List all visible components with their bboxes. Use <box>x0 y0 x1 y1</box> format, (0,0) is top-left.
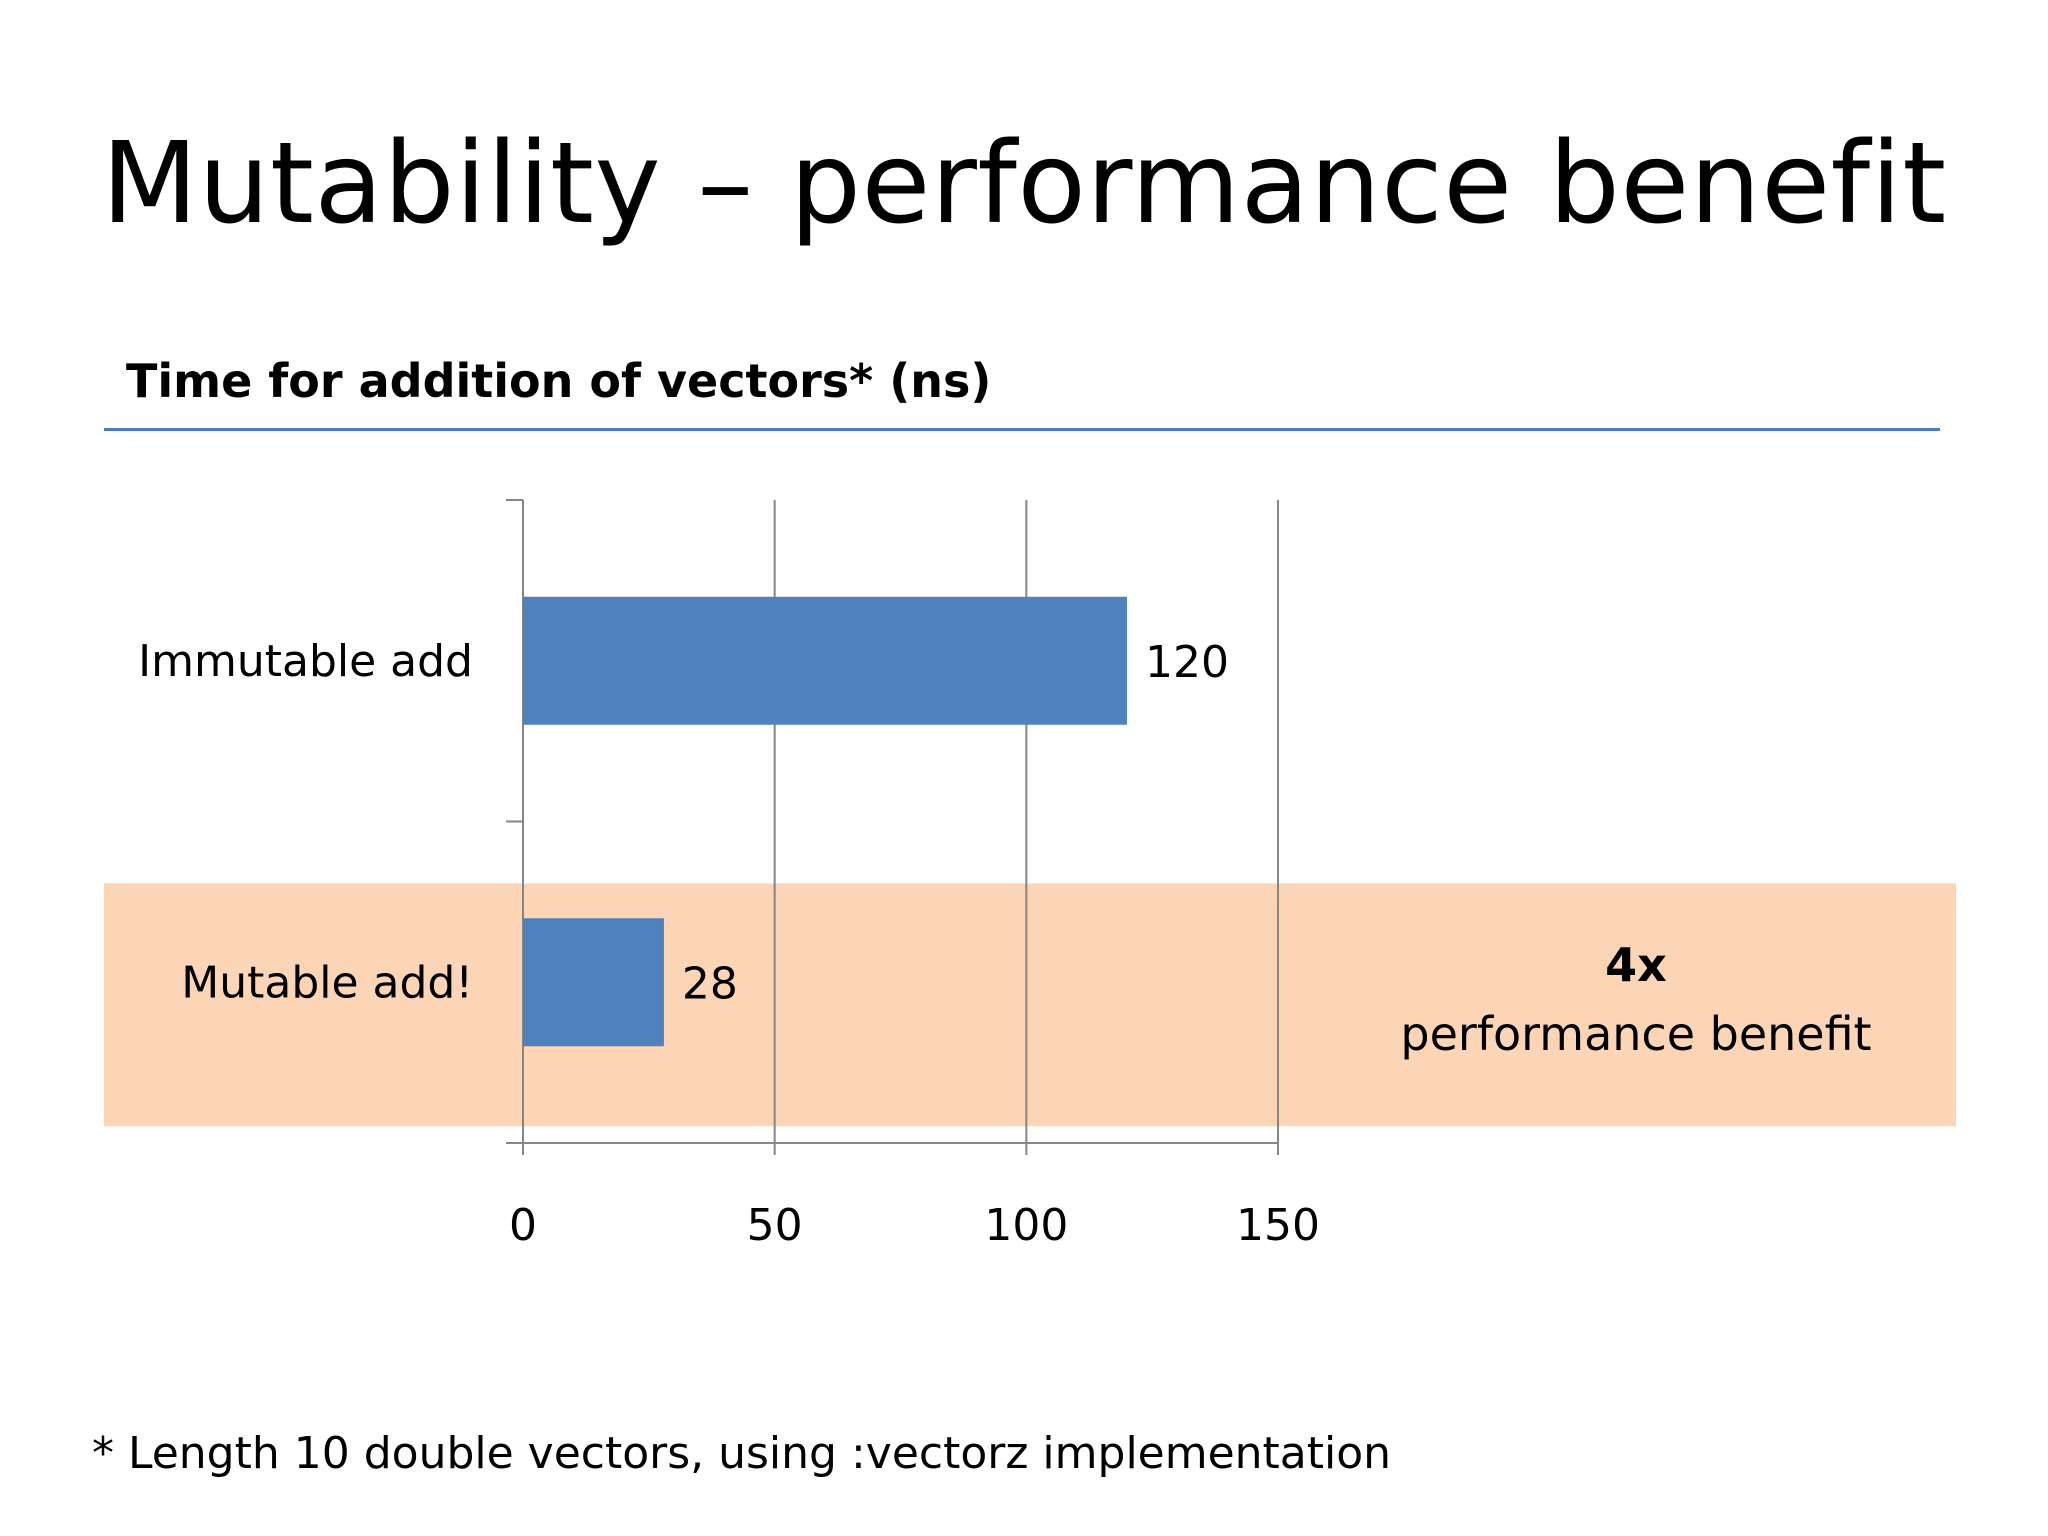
data-label: 120 <box>1145 637 1229 688</box>
x-tick-label: 0 <box>509 1200 537 1251</box>
x-tick-label: 100 <box>984 1200 1068 1251</box>
category-label: Immutable add <box>138 636 473 687</box>
bar <box>523 918 664 1047</box>
chart-title-underline <box>104 428 1940 431</box>
footnote: * Length 10 double vectors, using :vecto… <box>92 1428 1392 1479</box>
annotation-text: performance benefit <box>1400 1007 1871 1061</box>
x-tick-label: 150 <box>1236 1200 1320 1251</box>
data-label: 28 <box>682 958 738 1009</box>
bar <box>523 596 1127 725</box>
category-label: Mutable add! <box>181 957 473 1008</box>
highlight-band <box>104 883 1956 1127</box>
chart-title: Time for addition of vectors* (ns) <box>126 354 992 408</box>
x-tick-label: 50 <box>747 1200 803 1251</box>
annotation-emphasis: 4x <box>1605 938 1667 992</box>
slide-title: Mutability – performance benefit <box>101 119 1947 249</box>
